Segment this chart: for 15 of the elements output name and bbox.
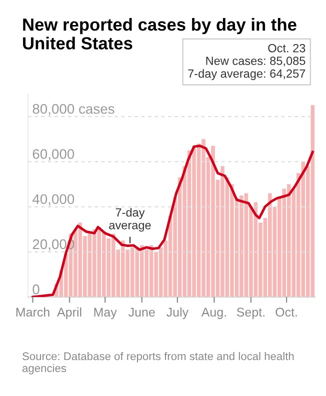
x-tick-label: June	[128, 308, 155, 317]
x-tick-label: Oct.	[276, 308, 297, 317]
y-tick-label: 0	[32, 284, 40, 294]
y-tick-label: 40,000	[32, 194, 74, 206]
x-tick-label: July	[166, 307, 189, 320]
y-tick-label: 60,000	[32, 149, 74, 161]
x-tick-label: Sept.	[236, 308, 264, 320]
annotation: 7-day average	[109, 208, 151, 232]
annotation: Oct. 23 New cases: 85,085 7-day average: 64,257	[188, 44, 306, 80]
source-note: Source: Database of reports from state and local health agencies	[22, 352, 294, 374]
x-tick-label: May	[94, 308, 117, 320]
x-tick-label: Aug.	[201, 308, 226, 320]
x-tick-label: April	[57, 307, 82, 320]
y-tick-label: 80,000 cases	[32, 104, 114, 116]
x-tick-label: March	[16, 307, 50, 317]
